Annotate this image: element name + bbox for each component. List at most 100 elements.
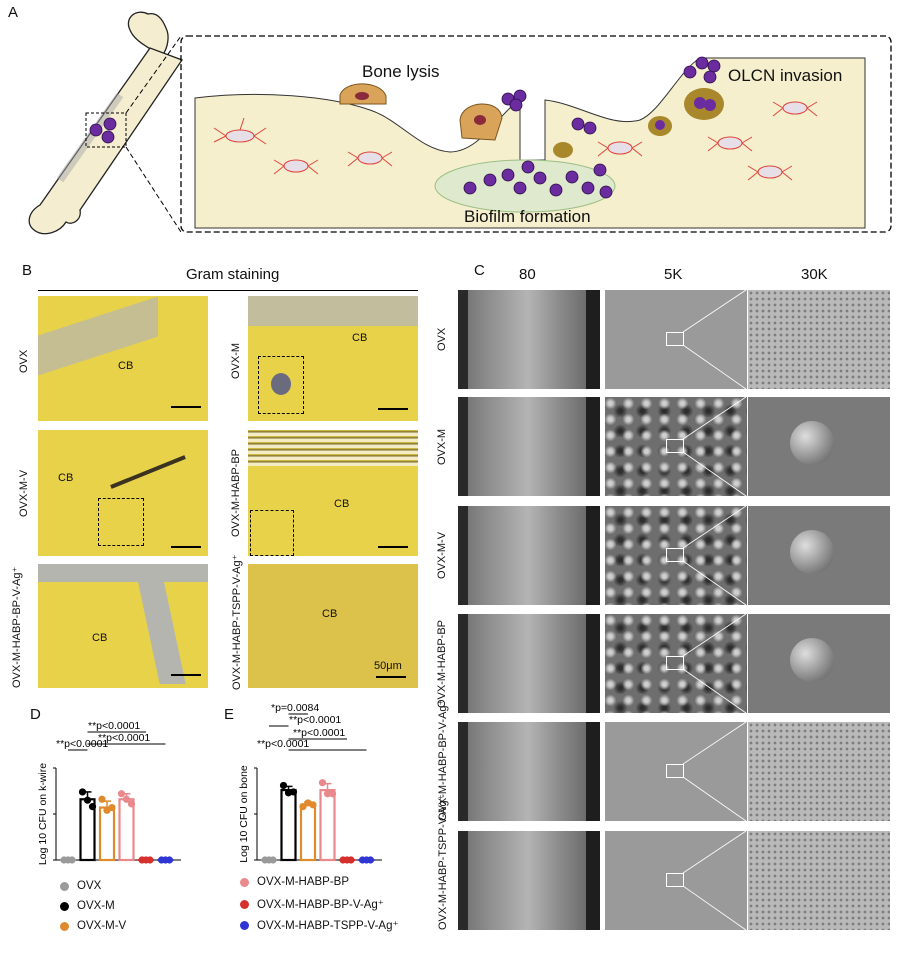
sem-zoom-box — [666, 548, 684, 562]
biofilm-formation-label: Biofilm formation — [464, 207, 591, 226]
gram-title-rule — [38, 290, 418, 291]
gram-staining-title: Gram staining — [186, 266, 280, 283]
legend-label: OVX — [77, 880, 102, 892]
bar — [319, 788, 336, 862]
sem-row-label: OVX-M-V — [436, 531, 448, 580]
panel-label-d: D — [30, 706, 41, 723]
panel-label-c: C — [474, 262, 485, 279]
sem-col-header-5k: 5K — [664, 266, 683, 283]
cb-label: CB — [352, 332, 368, 344]
legend-marker — [240, 877, 249, 887]
sem-zoom-box — [666, 873, 684, 887]
bacteria-cluster-femur — [89, 117, 117, 144]
sem-image-80 — [458, 290, 600, 389]
sem-row-label: OVX-M — [436, 428, 448, 465]
legend-item: OVX-M — [60, 900, 115, 912]
legend-item: OVX-M-HABP-BP — [240, 876, 349, 888]
sem-zoom-box — [666, 764, 684, 778]
scale-label: 50μm — [374, 660, 402, 672]
gram-row-label-ovx-m: OVX-M — [230, 342, 242, 380]
legend-item: OVX-M-V — [60, 920, 126, 932]
inset-box — [258, 356, 304, 414]
bar — [299, 803, 317, 862]
cb-label: CB — [118, 360, 134, 372]
legend-marker — [240, 920, 249, 930]
sem-zoom-box — [666, 439, 684, 453]
bone-lysis-label: Bone lysis — [362, 62, 440, 81]
osteoclast-2 — [459, 103, 503, 141]
zoom-region-box — [85, 112, 127, 148]
zoom-line-bottom — [125, 146, 182, 233]
sem-row-label: OVX — [436, 327, 448, 352]
significance-label: **p<0.0001 — [98, 732, 150, 744]
significance-label: **p<0.0001 — [289, 714, 341, 726]
sem-image-80 — [458, 722, 600, 821]
data-point — [122, 795, 131, 803]
sem-image-30k — [748, 290, 890, 389]
osteocyte-dendrites — [213, 101, 818, 181]
sem-image-30k — [748, 397, 890, 496]
y-axis-label: Log 10 CFU on bone — [238, 765, 250, 863]
gram-image-ovx-m: CB — [248, 296, 418, 421]
sem-col-header-80: 80 — [519, 266, 536, 283]
significance-label: **p<0.0001 — [293, 727, 345, 739]
data-point — [299, 803, 307, 811]
bar — [118, 798, 135, 862]
legend-item: OVX — [60, 880, 101, 892]
sem-zoom-box — [666, 656, 684, 670]
panel-label-b: B — [22, 262, 33, 279]
data-point — [88, 803, 97, 811]
osteoclast-1 — [339, 83, 387, 105]
scale-bar — [376, 676, 406, 678]
legend-marker — [60, 901, 69, 911]
sem-image-80 — [458, 831, 600, 930]
sem-col-header-30k: 30K — [801, 266, 828, 283]
panel-label-a: A — [8, 4, 19, 21]
sem-image-30k — [748, 614, 890, 713]
sem-zoom-box — [666, 332, 684, 346]
sem-row-label: OVX-M-HABP-BP — [436, 619, 448, 708]
cb-label: CB — [334, 498, 350, 510]
legend-label: OVX-M-HABP-BP-V-Ag⁺ — [257, 899, 384, 911]
legend-item: OVX-M-HABP-TSPP-V-Ag⁺ — [240, 918, 399, 932]
sem-image-30k — [748, 831, 890, 930]
scale-bar — [171, 406, 201, 408]
significance-label: **p<0.0001 — [257, 738, 309, 750]
sem-row-label: OVX-M-HABP-TSPP-V-Ag⁺ — [437, 794, 449, 930]
legend-item: OVX-M-HABP-BP-V-Ag⁺ — [240, 897, 384, 911]
gram-image-ovx-m-v: CB — [38, 430, 208, 556]
sem-image-80 — [458, 614, 600, 713]
data-point — [318, 779, 327, 787]
gram-image-ovx-m-habp-bp: CB — [248, 430, 418, 556]
gram-image-ovx-m-habp-bp-v-ag: CB — [38, 564, 208, 688]
scale-bar — [171, 674, 201, 676]
legend-marker — [240, 899, 249, 909]
data-point — [127, 800, 136, 808]
bar — [98, 806, 116, 862]
data-point — [309, 801, 317, 809]
cb-label: CB — [92, 632, 108, 644]
inset-box — [250, 510, 294, 556]
data-point — [117, 790, 126, 798]
sem-image-30k — [748, 722, 890, 821]
gram-row-label-ovx-m-habp-bp: OVX-M-HABP-BP — [230, 449, 242, 538]
chart-d: Log 10 CFU on k-wire**p<0.0001**p<0.0001… — [37, 720, 181, 865]
scale-bar — [171, 546, 201, 548]
gram-row-label-ovx: OVX — [18, 349, 30, 373]
legend-marker — [60, 921, 69, 931]
gram-row-label-ovx-m-habp-bp-v-ag: OVX-M-HABP-BP-V-Ag⁺ — [11, 566, 23, 688]
sem-image-80 — [458, 506, 600, 605]
panel-label-e: E — [224, 706, 235, 723]
gram-image-ovx-m-habp-tspp-v-ag: CB 50μm — [248, 564, 418, 688]
data-point — [289, 788, 298, 796]
gram-row-label-ovx-m-v: OVX-M-V — [18, 469, 30, 517]
data-point — [279, 781, 288, 790]
significance-label: *p=0.0084 — [271, 702, 319, 714]
bar — [280, 788, 297, 862]
scale-bar — [378, 546, 408, 548]
osteocytes — [225, 101, 808, 179]
chart-e: Log 10 CFU on bone*p=0.0084**p<0.0001**p… — [238, 702, 382, 864]
y-axis-label: Log 10 CFU on k-wire — [37, 763, 49, 865]
gram-row-label-ovx-m-habp-tspp-v-ag: OVX-M-HABP-TSPP-V-Ag⁺ — [231, 554, 243, 690]
